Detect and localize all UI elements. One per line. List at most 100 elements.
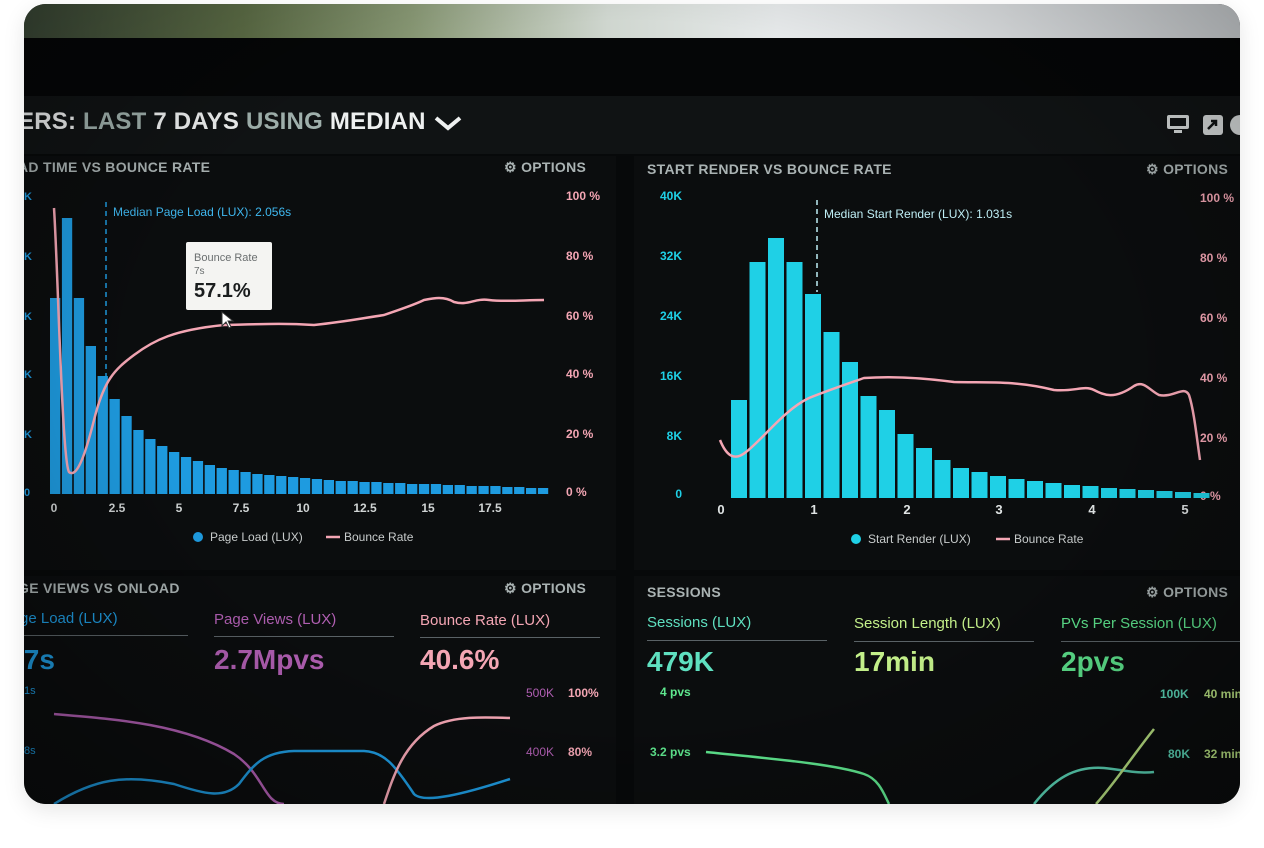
options-button[interactable]: ⚙ OPTIONS bbox=[504, 159, 587, 175]
histogram-bar bbox=[109, 399, 120, 494]
histogram-bar bbox=[383, 483, 394, 494]
y-tick: 100% bbox=[568, 686, 599, 700]
histogram-bar bbox=[490, 486, 501, 494]
histogram-bar bbox=[526, 488, 537, 494]
histogram-bar bbox=[61, 218, 73, 494]
more-icon[interactable] bbox=[1228, 114, 1240, 136]
histogram-bar bbox=[97, 376, 108, 494]
title-part-5[interactable]: MEDIAN bbox=[329, 108, 426, 135]
y-tick-right: 40 % bbox=[566, 367, 594, 381]
options-button[interactable]: ⚙ OPTIONS bbox=[1146, 584, 1229, 600]
render-bounce-chart: 40K 32K 24K 16K 8K 0 100 % 80 % 60 % 40 % 20 % 0 % 0… bbox=[660, 189, 1234, 546]
histogram-bar bbox=[953, 468, 969, 498]
y-tick-left: 24K bbox=[660, 309, 682, 323]
metric-label: ge Load (LUX) bbox=[24, 610, 118, 627]
histogram-bar bbox=[897, 434, 914, 498]
y-tick: 80K bbox=[1168, 747, 1190, 761]
legend-label: Bounce Rate bbox=[344, 530, 414, 544]
y-tick: 100K bbox=[1160, 687, 1189, 701]
panel-title: AD TIME VS BOUNCE RATE bbox=[24, 159, 211, 175]
histogram-bar bbox=[466, 486, 477, 494]
histogram-bar bbox=[145, 439, 156, 494]
y-tick-left: 8K bbox=[667, 429, 683, 443]
y-tick: 3.2 pvs bbox=[650, 745, 691, 759]
tooltip-sub: 7s bbox=[194, 266, 205, 277]
y-tick: 400K bbox=[526, 745, 554, 759]
sessions-line bbox=[1033, 766, 1155, 804]
histogram-bar bbox=[169, 452, 180, 494]
chevron-down-icon[interactable] bbox=[433, 113, 463, 133]
load-bounce-chart: K K K K K 0 100 % 80 % 60 % 40 % 20 % 0 % 0 2.5 5 7.5 10… bbox=[24, 189, 600, 544]
options-button[interactable]: ⚙ OPTIONS bbox=[1146, 161, 1229, 177]
y-tick-left: 32K bbox=[660, 249, 682, 263]
y-tick-right: 40 % bbox=[1200, 371, 1228, 385]
metric-label: Sessions (LUX) bbox=[647, 614, 752, 631]
histogram-bar bbox=[768, 238, 784, 498]
metric-label: Session Length (LUX) bbox=[854, 615, 1001, 632]
share-icon[interactable] bbox=[1202, 114, 1226, 136]
y-tick-right: 20 % bbox=[566, 427, 594, 441]
histogram-bar bbox=[1027, 481, 1043, 498]
legend-label: Start Render (LUX) bbox=[868, 532, 971, 546]
histogram-bar bbox=[371, 482, 382, 494]
histogram-bar bbox=[395, 483, 406, 494]
histogram-bar bbox=[192, 461, 204, 494]
panel-sessions bbox=[634, 576, 1240, 804]
histogram-bar bbox=[73, 298, 85, 494]
histogram-bar bbox=[50, 298, 61, 494]
histogram-bar bbox=[934, 460, 951, 498]
histogram-bar bbox=[842, 362, 858, 498]
tooltip-box bbox=[186, 242, 272, 310]
y-tick-left: K bbox=[24, 251, 32, 263]
y-tick-left: K bbox=[24, 191, 32, 203]
histogram-bar bbox=[204, 465, 215, 494]
tooltip-label: Bounce Rate bbox=[194, 252, 258, 264]
y-tick: 8s bbox=[24, 745, 36, 757]
pvs-line bbox=[705, 750, 891, 804]
title-part-4: USING bbox=[245, 108, 323, 135]
histogram-bar bbox=[252, 474, 263, 494]
monitor-bezel bbox=[24, 38, 1240, 96]
y-tick: 32 min bbox=[1204, 747, 1240, 761]
x-tick: 7.5 bbox=[233, 501, 250, 515]
histogram-bar bbox=[879, 410, 895, 498]
page-load-line bbox=[53, 749, 511, 804]
histogram-bar bbox=[133, 430, 144, 494]
metric-value: 479K bbox=[647, 646, 714, 677]
gear-icon: ⚙ bbox=[504, 159, 517, 175]
gear-icon: ⚙ bbox=[1146, 584, 1159, 600]
title-part-3: 7 DAYS bbox=[153, 108, 240, 135]
panel-page-views bbox=[24, 576, 616, 804]
session-length-line bbox=[1095, 728, 1155, 804]
x-tick: 12.5 bbox=[353, 501, 377, 515]
histogram-bar bbox=[180, 457, 192, 494]
histogram-bar bbox=[1119, 489, 1136, 498]
histogram-bar bbox=[478, 486, 489, 494]
bounce-rate-line bbox=[718, 375, 1202, 461]
histogram-bar bbox=[990, 476, 1006, 498]
histogram-bar bbox=[749, 262, 766, 498]
metric-divider bbox=[420, 637, 600, 638]
panel-title: SESSIONS bbox=[647, 584, 721, 600]
histogram-bar bbox=[1082, 486, 1099, 498]
histogram-bar bbox=[359, 482, 370, 494]
x-tick: 17.5 bbox=[478, 501, 502, 515]
histogram-bar bbox=[860, 396, 877, 498]
gear-icon: ⚙ bbox=[504, 580, 517, 596]
monitor-icon[interactable] bbox=[1166, 114, 1192, 136]
metric-value: .7s bbox=[24, 644, 55, 675]
y-tick-left: 0 bbox=[24, 487, 30, 499]
dashboard-title: ERS: LAST 7 DAYS USING MEDIAN bbox=[24, 108, 463, 136]
y-tick-right: 80 % bbox=[566, 249, 594, 263]
histogram-bar bbox=[1064, 485, 1080, 498]
metric-value: 2.7Mpvs bbox=[214, 644, 325, 675]
histogram-bar bbox=[85, 346, 96, 494]
tooltip-value: 57.1% bbox=[194, 280, 251, 302]
panel-title: START RENDER VS BOUNCE RATE bbox=[647, 161, 892, 177]
metric-value: 2pvs bbox=[1061, 646, 1125, 677]
metric-value: 40.6% bbox=[420, 644, 500, 675]
histogram-bar bbox=[418, 484, 430, 494]
histogram-bar bbox=[1101, 488, 1117, 498]
options-button[interactable]: ⚙ OPTIONS bbox=[504, 580, 587, 596]
x-tick: 1 bbox=[810, 502, 817, 517]
